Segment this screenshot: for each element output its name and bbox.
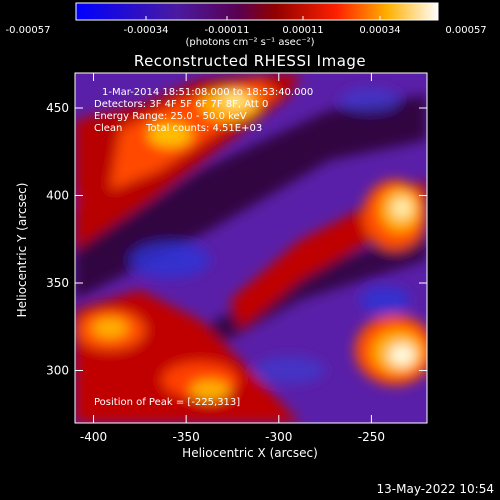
x-tick-label: -350 [173,430,200,444]
heatmap-peak-region [389,344,415,366]
heatmap-negative-region [130,242,210,278]
heatmap-negative-region [255,356,325,384]
heatmap-hot-spot [221,92,249,108]
x-tick-label: -300 [265,430,292,444]
heatmap-hot-spot [148,123,192,147]
colorbar-tick-label: 0.00057 [445,25,487,36]
annotation-method: Clean [94,123,123,134]
colorbar-unit-label: (photons cm⁻² s⁻¹ asec⁻²) [185,37,315,48]
colorbar-tick-label: -0.00034 [123,25,169,36]
annotation-energy-range: Energy Range: 25.0 - 50.0 keV [94,111,247,122]
colorbar-tick-label: -0.00011 [204,25,250,36]
y-tick-label: 300 [46,364,69,378]
plot-frame [74,72,428,424]
timestamp: 13-May-2022 10:54 [376,482,494,496]
y-axis-label: Heliocentric Y (arcsec) [15,182,29,318]
heatmap-hot-spot [392,198,412,218]
heatmap-negative-region [340,88,400,112]
colorbar-tick-labels: -0.00057 -0.00034 -0.00011 0.00011 0.000… [0,25,500,37]
x-tick-label: -400 [80,430,107,444]
colorbar-tick-label: 0.00011 [282,25,324,36]
heatmap-hot-spot [92,318,128,338]
y-tick-label: 400 [46,189,69,203]
annotation-detectors: Detectors: 3F 4F 5F 6F 7F 8F, Att 0 [94,99,269,110]
chart-title: Reconstructed RHESSI Image [133,52,367,70]
colorbar [75,2,439,21]
heatmap-negative-region [360,286,410,314]
annotation-time-range: 1-Mar-2014 18:51:08.000 to 18:53:40.000 [102,87,314,98]
y-tick-label: 450 [46,101,69,115]
colorbar-tick-label: -0.00057 [5,25,51,36]
x-axis: -400 -350 -300 -250 [80,73,385,444]
annotation-total-counts: Total counts: 4.51E+03 [146,123,263,134]
annotation-peak-position: Position of Peak = [-225,313] [94,397,241,408]
x-axis-label: Heliocentric X (arcsec) [182,446,318,460]
colorbar-tickmarks [145,16,381,20]
colorbar-tick-label: 0.00034 [359,25,401,36]
x-tick-label: -250 [358,430,385,444]
heatmap-hot-spot [190,380,230,400]
y-tick-label: 350 [46,276,69,290]
y-axis: 300 350 400 450 [46,101,427,378]
colorbar-gradient [75,2,439,21]
